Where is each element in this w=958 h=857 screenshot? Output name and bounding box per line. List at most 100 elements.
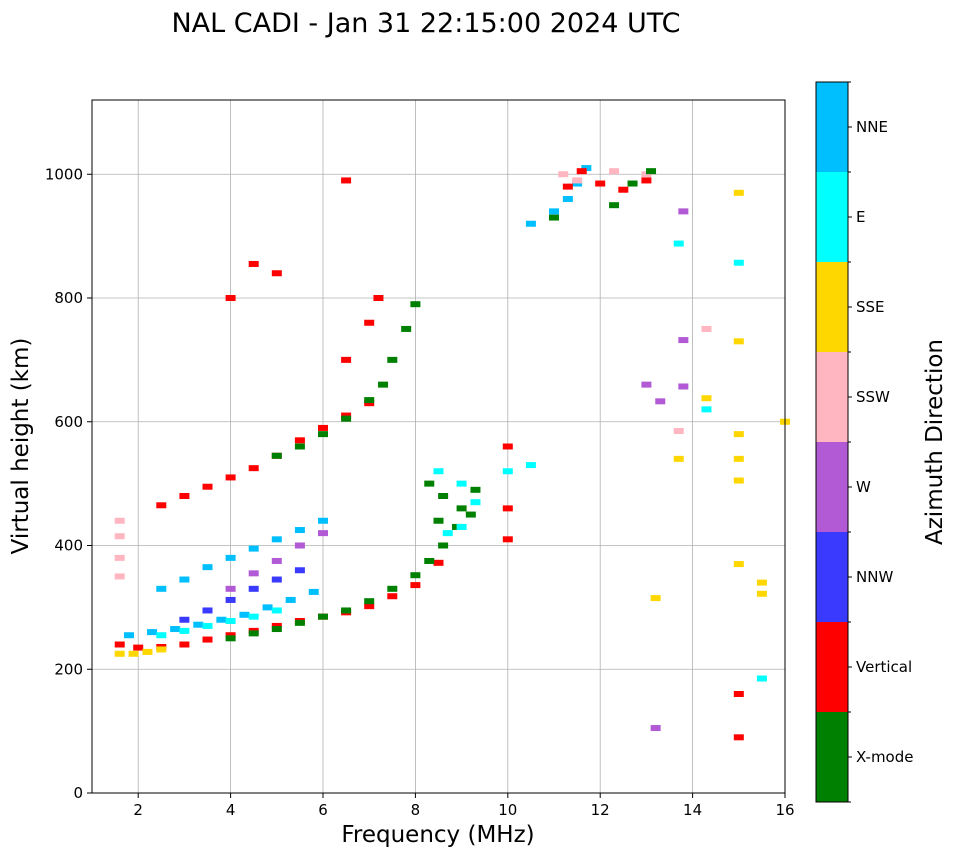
- data-point: [248, 260, 259, 267]
- data-point: [456, 523, 467, 530]
- colorbar-frame: [815, 81, 849, 803]
- data-point: [170, 626, 181, 633]
- y-axis-ticks: 0 200 400 600 800 1000: [45, 165, 92, 802]
- data-point: [609, 168, 620, 175]
- y-tick-label: 600: [54, 413, 83, 431]
- data-point: [618, 186, 629, 193]
- data-point: [673, 240, 684, 247]
- data-point: [225, 295, 236, 301]
- data-point: [650, 595, 661, 602]
- x-tick-label: 12: [591, 801, 610, 819]
- data-point: [271, 536, 282, 543]
- data-point: [294, 619, 305, 626]
- data-point: [438, 542, 449, 549]
- data-point: [133, 644, 144, 651]
- data-point: [179, 493, 190, 499]
- data-point: [294, 567, 305, 574]
- data-point: [387, 585, 398, 592]
- data-point: [341, 412, 352, 419]
- data-point: [156, 585, 167, 592]
- data-point: [341, 356, 352, 363]
- data-point: [225, 474, 236, 481]
- data-point: [142, 648, 153, 655]
- trace-x-mode: [271, 381, 389, 459]
- data-point: [646, 168, 657, 175]
- data-point: [525, 220, 536, 227]
- x-axis-label: Frequency (MHz): [341, 822, 534, 848]
- data-point: [641, 177, 652, 184]
- data-point: [641, 381, 652, 388]
- data-point: [701, 395, 712, 402]
- data-point: [673, 455, 684, 462]
- data-point: [248, 613, 259, 620]
- data-point: [701, 325, 712, 332]
- colorbar-segment: [816, 532, 848, 622]
- data-point: [733, 477, 744, 484]
- data-point: [756, 590, 767, 597]
- data-point: [271, 607, 282, 614]
- data-point: [549, 208, 559, 215]
- data-point: [433, 468, 444, 475]
- trace-w: [641, 208, 689, 732]
- data-point: [387, 356, 398, 363]
- data-point: [525, 462, 536, 469]
- data-point: [756, 675, 767, 682]
- data-point: [572, 180, 583, 187]
- data-point: [470, 499, 481, 506]
- data-point: [271, 622, 282, 629]
- x-tick-label: 2: [133, 801, 143, 819]
- data-point: [641, 171, 652, 178]
- data-point: [239, 611, 250, 618]
- trace-ssw: [114, 517, 125, 580]
- data-point: [202, 636, 213, 643]
- colorbar-segment: [816, 442, 848, 532]
- data-point: [318, 431, 328, 438]
- data-point: [424, 557, 435, 564]
- data-point: [156, 502, 167, 509]
- data-point: [225, 635, 236, 642]
- data-point: [318, 517, 328, 524]
- data-point: [156, 646, 167, 653]
- trace-vertical: [225, 177, 513, 543]
- trace-nnw: [179, 567, 305, 623]
- data-point: [271, 626, 282, 633]
- data-point: [225, 585, 236, 592]
- trace-x-mode: [424, 480, 481, 524]
- data-point: [114, 533, 125, 540]
- trace-x-mode: [225, 511, 476, 642]
- data-point: [756, 579, 767, 586]
- data-point: [655, 398, 666, 405]
- data-point: [308, 588, 319, 595]
- data-point: [410, 301, 421, 308]
- data-point: [465, 511, 476, 518]
- trace-w: [225, 530, 328, 592]
- plot-frame: [91, 99, 786, 794]
- data-point: [424, 480, 435, 487]
- data-point: [225, 617, 236, 624]
- data-point: [733, 259, 744, 266]
- data-point: [114, 650, 125, 657]
- data-point: [502, 468, 513, 475]
- y-axis-label: Virtual height (km): [8, 338, 34, 555]
- data-point: [271, 557, 282, 564]
- data-point: [179, 576, 190, 583]
- data-point: [678, 208, 689, 215]
- data-point: [202, 607, 213, 614]
- data-point: [673, 428, 684, 435]
- y-tick-label: 800: [54, 289, 83, 307]
- data-point: [318, 530, 328, 537]
- data-point: [378, 381, 389, 388]
- data-point: [609, 202, 620, 209]
- data-points: [114, 165, 790, 741]
- data-point: [271, 576, 282, 583]
- x-tick-label: 16: [775, 801, 794, 819]
- colorbar-title: Azimuth Direction: [922, 339, 948, 545]
- data-point: [364, 400, 375, 407]
- data-point: [733, 455, 744, 462]
- data-point: [364, 397, 375, 404]
- data-point: [179, 616, 190, 623]
- y-tick-label: 400: [54, 537, 83, 555]
- data-point: [294, 527, 305, 534]
- trace-sse: [650, 189, 790, 602]
- data-point: [225, 596, 236, 603]
